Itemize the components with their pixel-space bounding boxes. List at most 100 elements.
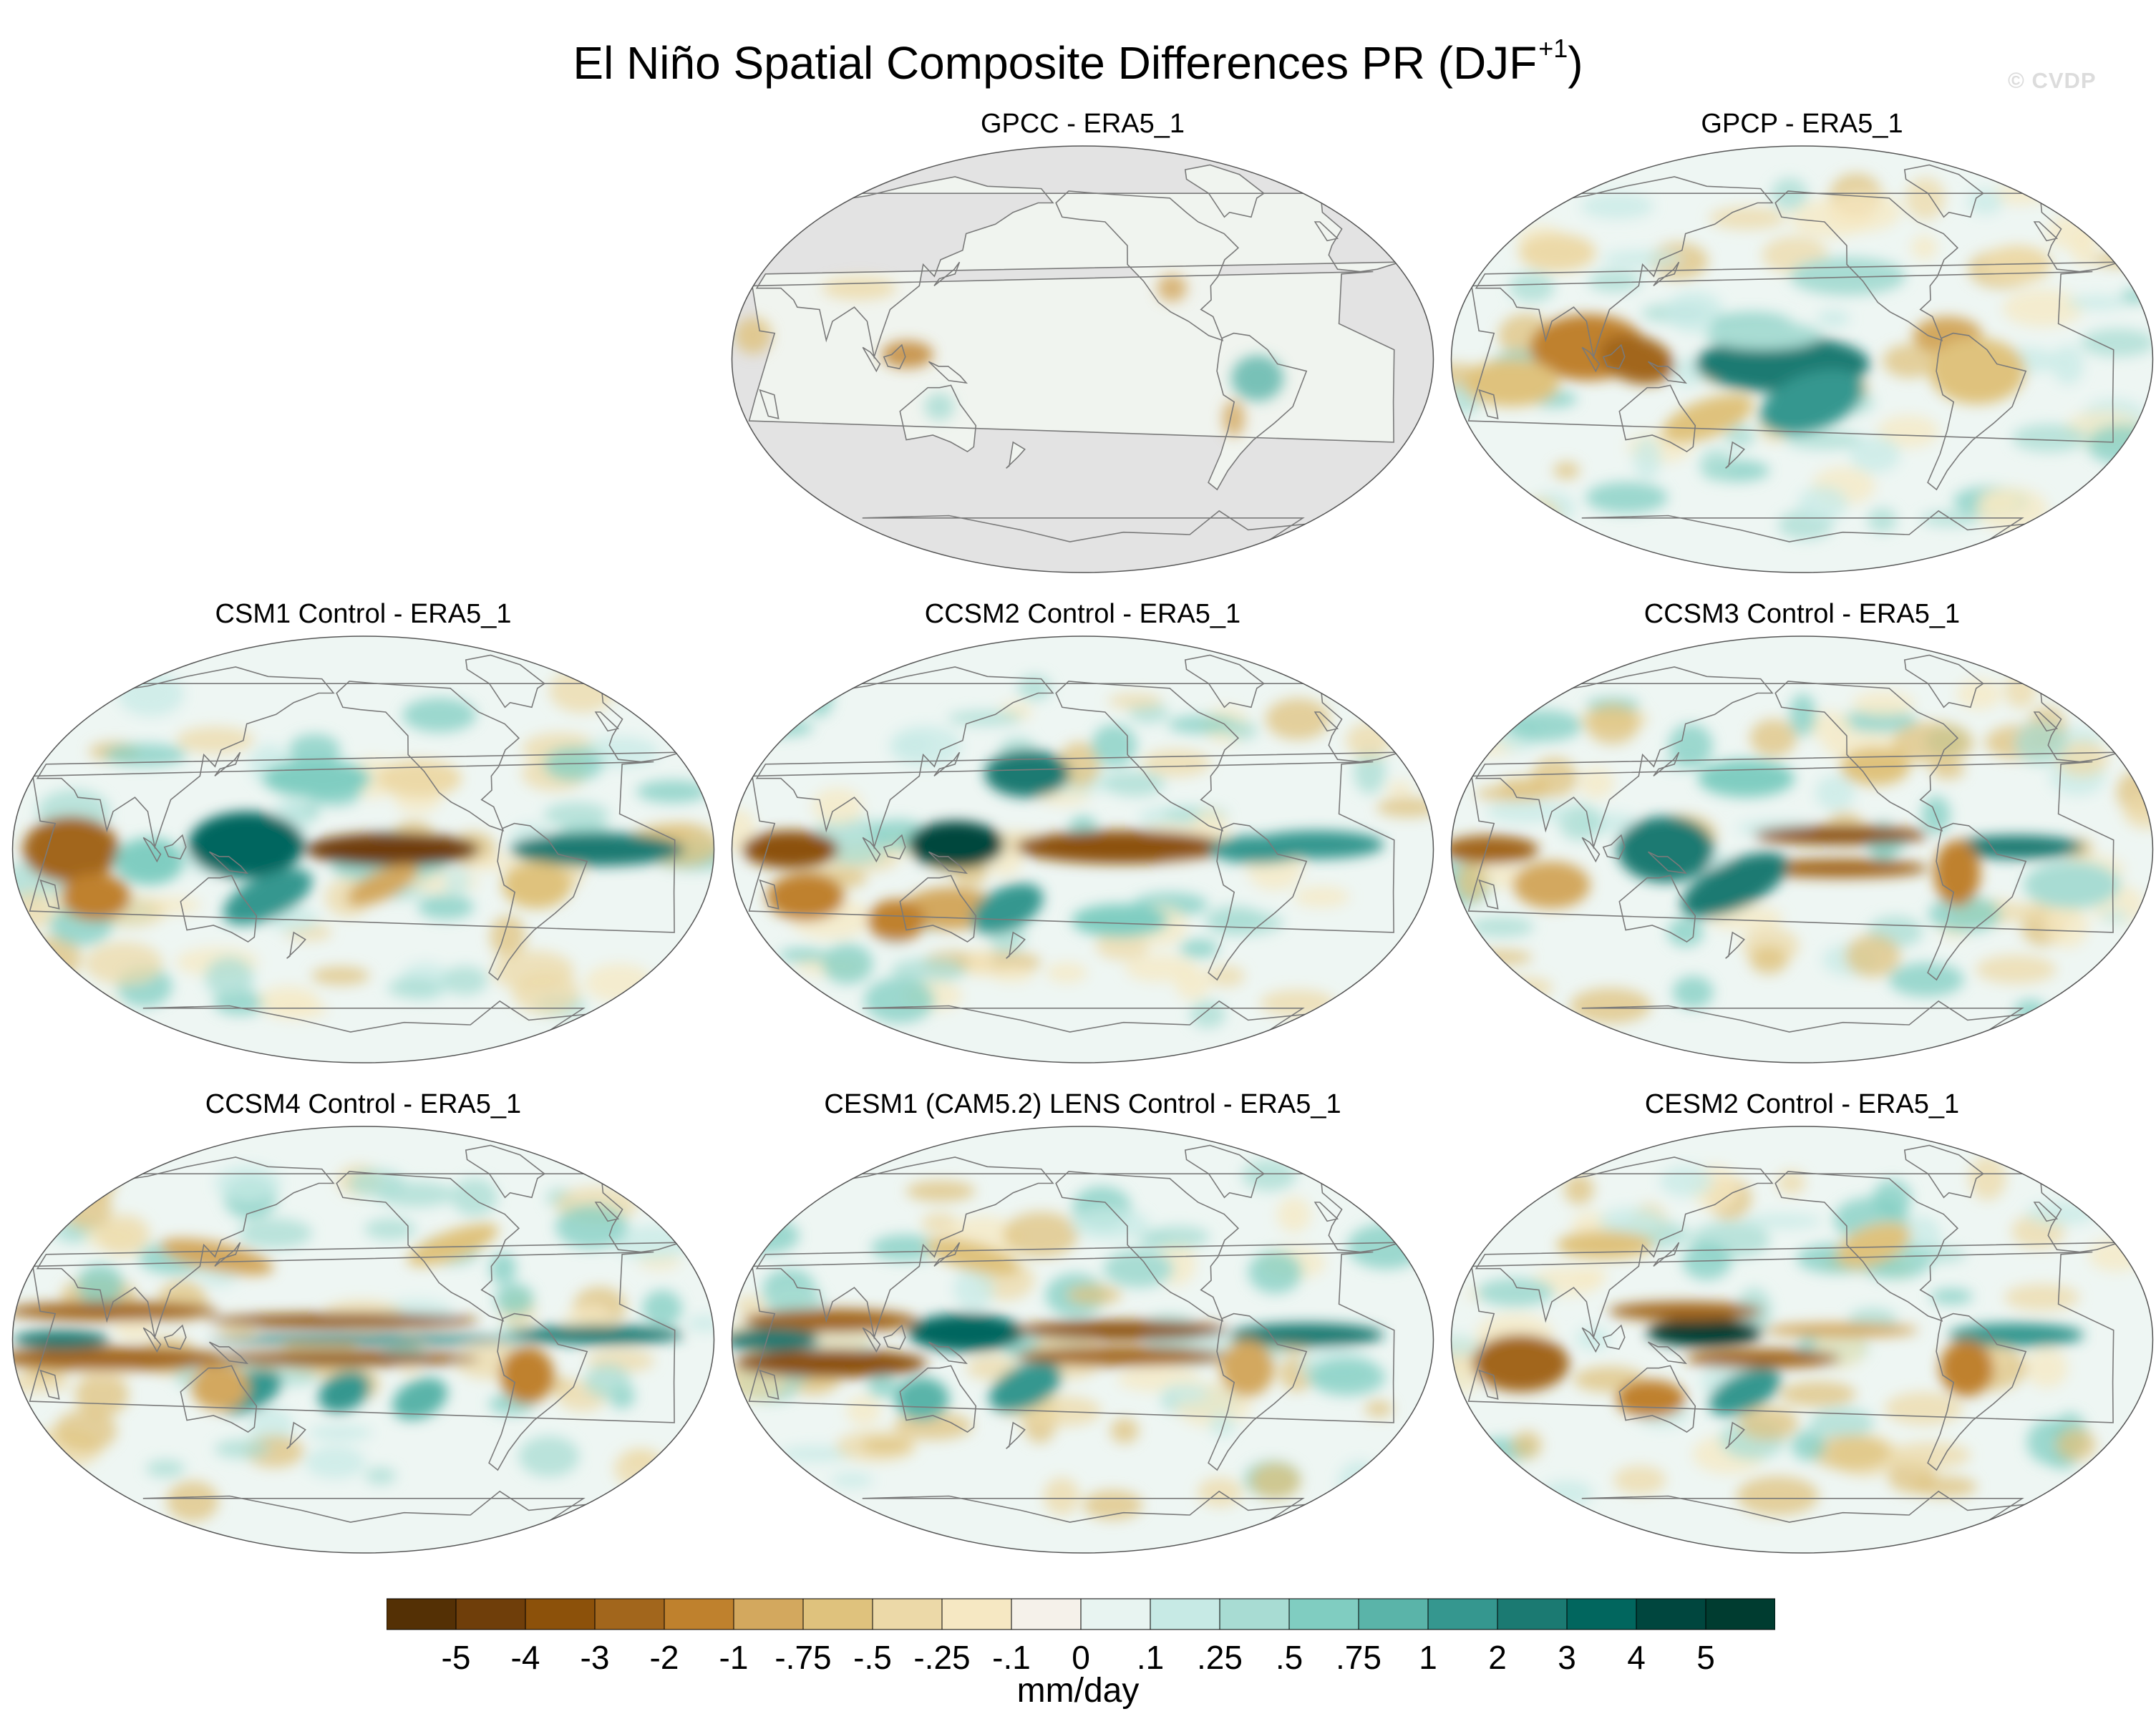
anomaly-patch [490,1252,517,1285]
colorbar-swatch [1427,1598,1498,1630]
anomaly-patch [1646,1318,1763,1347]
anomaly-patch [1043,1477,1080,1516]
anomaly-patch [1807,711,1852,742]
colorbar-tick-label: .1 [1136,1639,1165,1676]
anomaly-patch [1308,1358,1386,1396]
land-data-area [934,262,960,286]
figure-title-close: ) [1568,37,1583,89]
anomaly-patch [584,1364,631,1398]
anomaly-patch [1878,415,1939,448]
anomaly-patch [1598,334,1674,384]
coastline [1725,1421,1745,1449]
anomaly-patch [1475,785,1548,802]
map-panel-cesm2: CESM2 Control - ERA5_1 [1450,1088,2155,1554]
anomaly-patch [1849,436,1900,473]
anomaly-patch [387,978,442,998]
anomaly-patch [549,668,616,713]
anomaly-patch [2004,1284,2080,1311]
coastline [928,1341,968,1365]
coastline [748,761,1395,933]
map-outline [11,1126,715,1554]
coastline [286,1421,306,1449]
map-gpcc [731,145,1434,573]
anomaly-patch [1512,1431,1542,1459]
anomaly-patch [1738,1406,1799,1441]
anomaly-patch [166,1481,219,1522]
anomaly-patch [2066,295,2129,311]
map-panel-gpcc: GPCC - ERA5_1 [730,107,1435,573]
panel-title: GPCP - ERA5_1 [1701,109,1903,139]
coastline [1774,1171,1959,1322]
anomaly-patch [1266,698,1331,740]
anomaly-patch [1815,775,1855,811]
coastline [1653,751,1680,777]
anomaly-patch [1791,1430,1825,1461]
anomaly-patch [1293,886,1350,907]
colorbar-tick-label: -4 [510,1639,540,1676]
anomaly-patch [1888,1441,1971,1469]
panel-title: CCSM4 Control - ERA5_1 [205,1089,522,1119]
anomaly-patch [1840,709,1918,733]
coastline [1927,1312,2027,1471]
anomaly-patch [490,915,526,958]
anomaly-patch [953,1267,995,1311]
coastline [1006,441,1026,469]
anomaly-patch [1754,825,1928,845]
anomaly-patch [1667,917,1704,947]
anomaly-patch [208,1335,518,1345]
anomaly-patch [989,1361,1062,1413]
anomaly-patch [510,832,684,867]
colorbar-swatch [802,1598,873,1630]
anomaly-patch [1580,193,1654,220]
anomaly-patch [742,830,839,869]
anomaly-patch [1867,507,1898,533]
anomaly-patch [1705,321,1822,350]
panel-title: CESM1 (CAM5.2) LENS Control - ERA5_1 [824,1089,1341,1119]
coastline [759,389,780,419]
map-csm1 [11,635,715,1063]
map-outline [11,635,715,1063]
anomaly-patch [1564,1174,1594,1205]
anomaly-patch [1884,1392,1963,1426]
anomaly-patch [895,1378,949,1421]
coastline [928,851,968,875]
anomaly-patch [966,1355,1018,1380]
anomaly-patch [1779,1381,1856,1407]
coastline [1581,1327,1601,1353]
coastline [1006,931,1026,959]
coastline [1478,389,1499,419]
anomaly-patch [77,999,118,1015]
figure-title: El Niño Spatial Composite Differences PR… [0,20,2156,92]
anomaly-patch [1668,724,1713,768]
anomaly-patch [1250,1463,1301,1499]
anomaly-patch [555,1204,628,1250]
coastline [1184,1144,1266,1199]
anomaly-patch [1749,946,1788,975]
anomaly-patch [1709,206,1786,230]
coastline [594,711,620,732]
anomaly-patch [492,950,575,992]
anomaly-patch [908,821,1005,869]
anomaly-patch [114,837,185,885]
anomaly-patch [1968,1155,2006,1201]
anomaly-patch [1517,498,1560,539]
anomaly-patch [1354,749,1386,794]
anomaly-patch [1777,1170,1806,1195]
coastline [142,1327,162,1353]
anomaly-patch [1699,448,1734,481]
anomaly-patch [1976,955,2057,984]
land-data-area [928,361,966,384]
anomaly-patch [908,1313,1024,1352]
land-data-area [1056,190,1238,341]
colorbar-swatch [664,1598,734,1630]
colorbar-tick-label: .25 [1197,1639,1243,1676]
anomaly-patch [1376,797,1434,818]
map-outline [731,145,1434,573]
coastline [1313,1202,1339,1222]
anomaly-patch [1462,359,1560,407]
anomaly-patch [765,1285,825,1316]
colorbar-swatch [872,1598,943,1630]
coastline [29,1251,676,1423]
anomaly-patch [1939,1340,1994,1397]
anomaly-patch [1229,1323,1384,1347]
